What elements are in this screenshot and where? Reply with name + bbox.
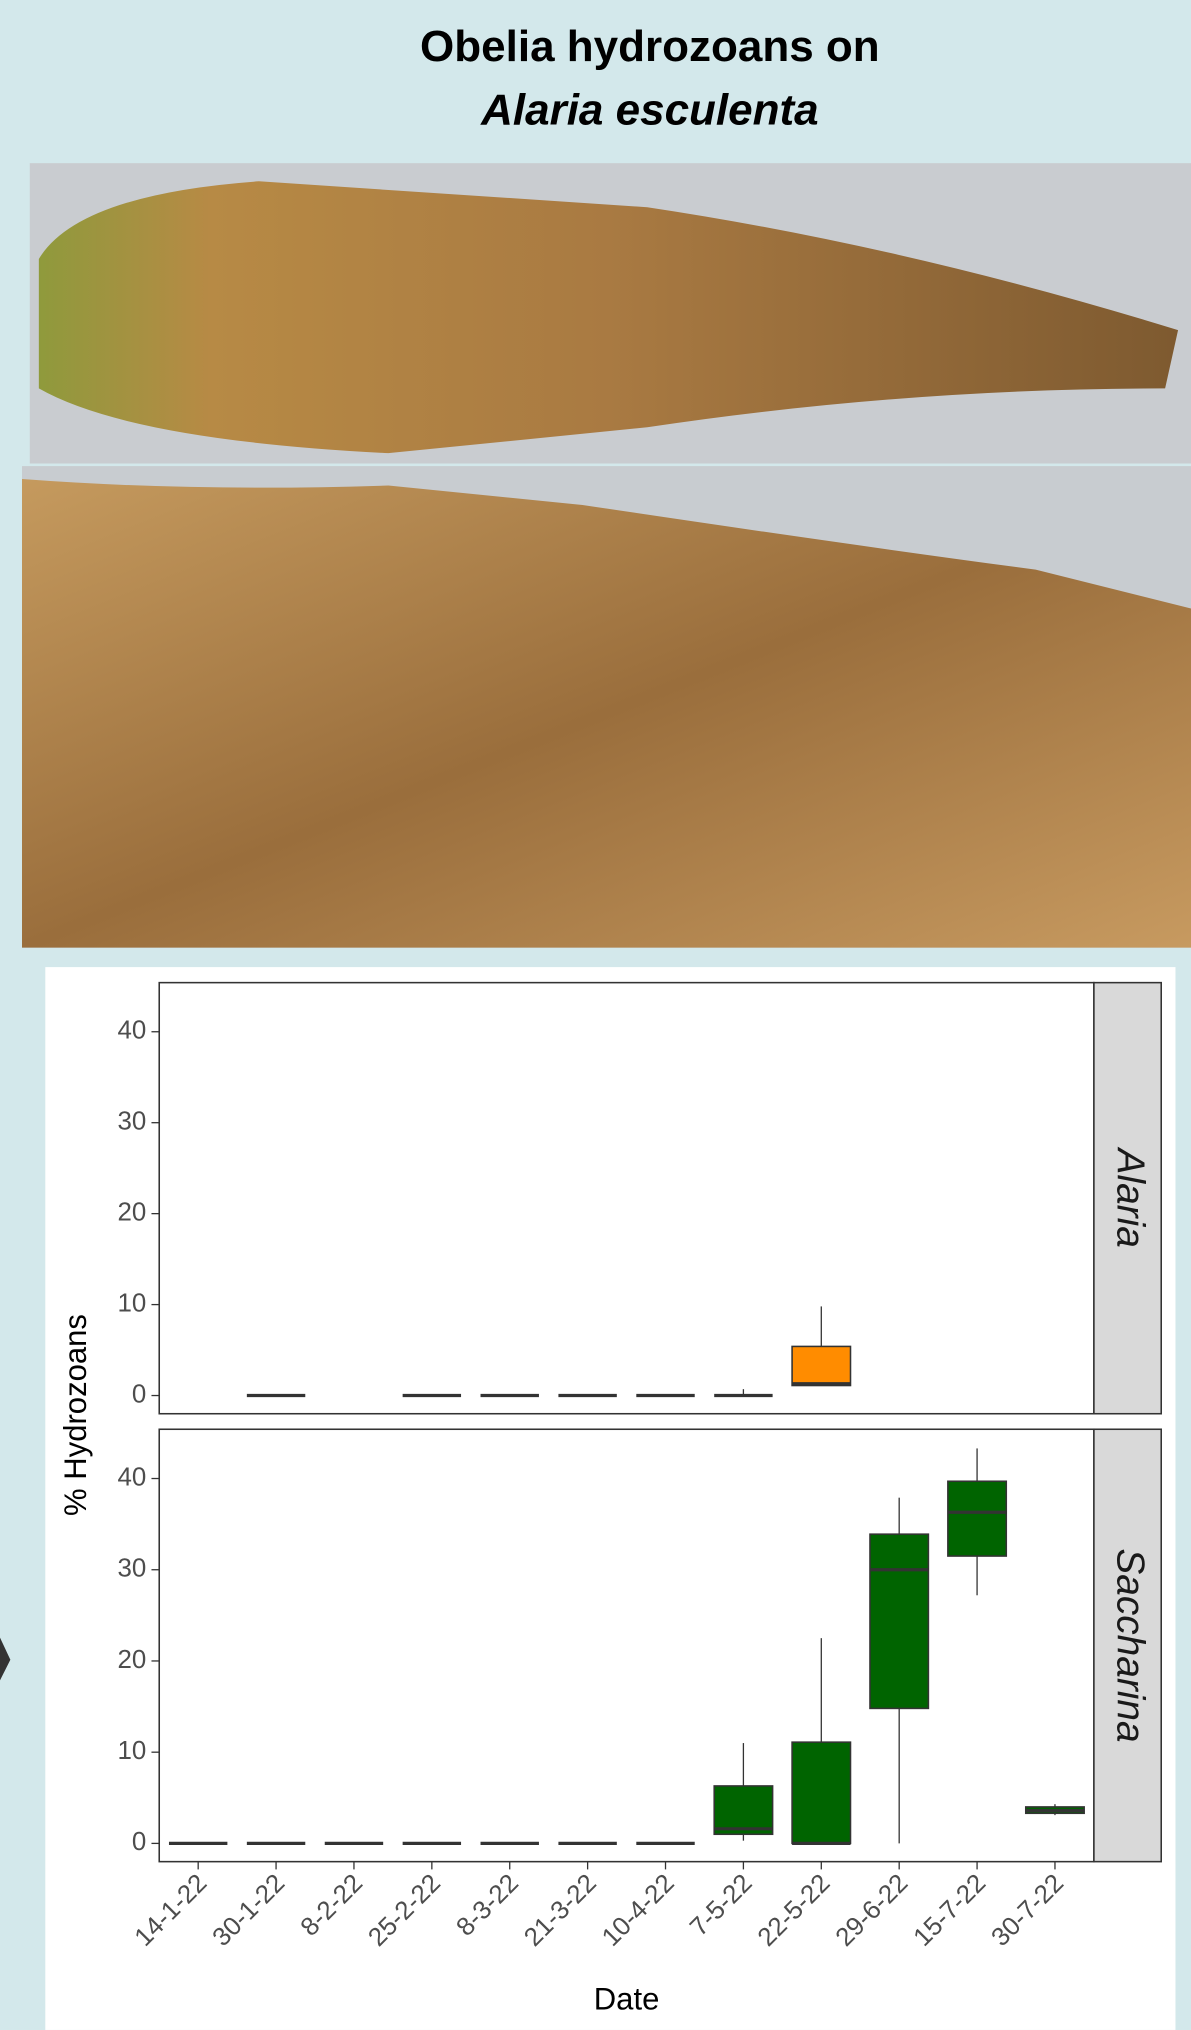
page: Obelia hydrozoans on Alaria esculenta Da… xyxy=(0,0,1191,2030)
y-tick-label: 30 xyxy=(118,1108,147,1136)
box xyxy=(870,1534,928,1708)
panel xyxy=(159,983,1094,1414)
box xyxy=(948,1481,1006,1556)
y-tick-label: 20 xyxy=(118,1646,147,1674)
y-axis-title: % Hydrozoans xyxy=(58,1314,93,1516)
poster: Obelia hydrozoans on Alaria esculenta Da… xyxy=(0,0,1191,2030)
box xyxy=(792,1346,850,1385)
y-tick-label: 0 xyxy=(132,1828,146,1856)
y-tick-label: 40 xyxy=(118,1017,147,1045)
y-tick-label: 30 xyxy=(118,1555,147,1583)
y-tick-label: 40 xyxy=(118,1463,147,1491)
box xyxy=(714,1786,772,1834)
y-tick-label: 10 xyxy=(118,1737,147,1765)
facet-label: Alaria xyxy=(1108,1147,1151,1248)
y-tick-label: 20 xyxy=(118,1198,147,1226)
x-axis-title: Date xyxy=(594,1982,660,2017)
y-tick-label: 0 xyxy=(132,1380,146,1408)
title-line: Alaria esculenta xyxy=(480,85,819,134)
y-tick-label: 10 xyxy=(118,1289,147,1317)
title-line: Obelia hydrozoans on xyxy=(420,22,880,71)
box xyxy=(792,1742,850,1843)
facet-label: Saccharina xyxy=(1108,1548,1151,1742)
